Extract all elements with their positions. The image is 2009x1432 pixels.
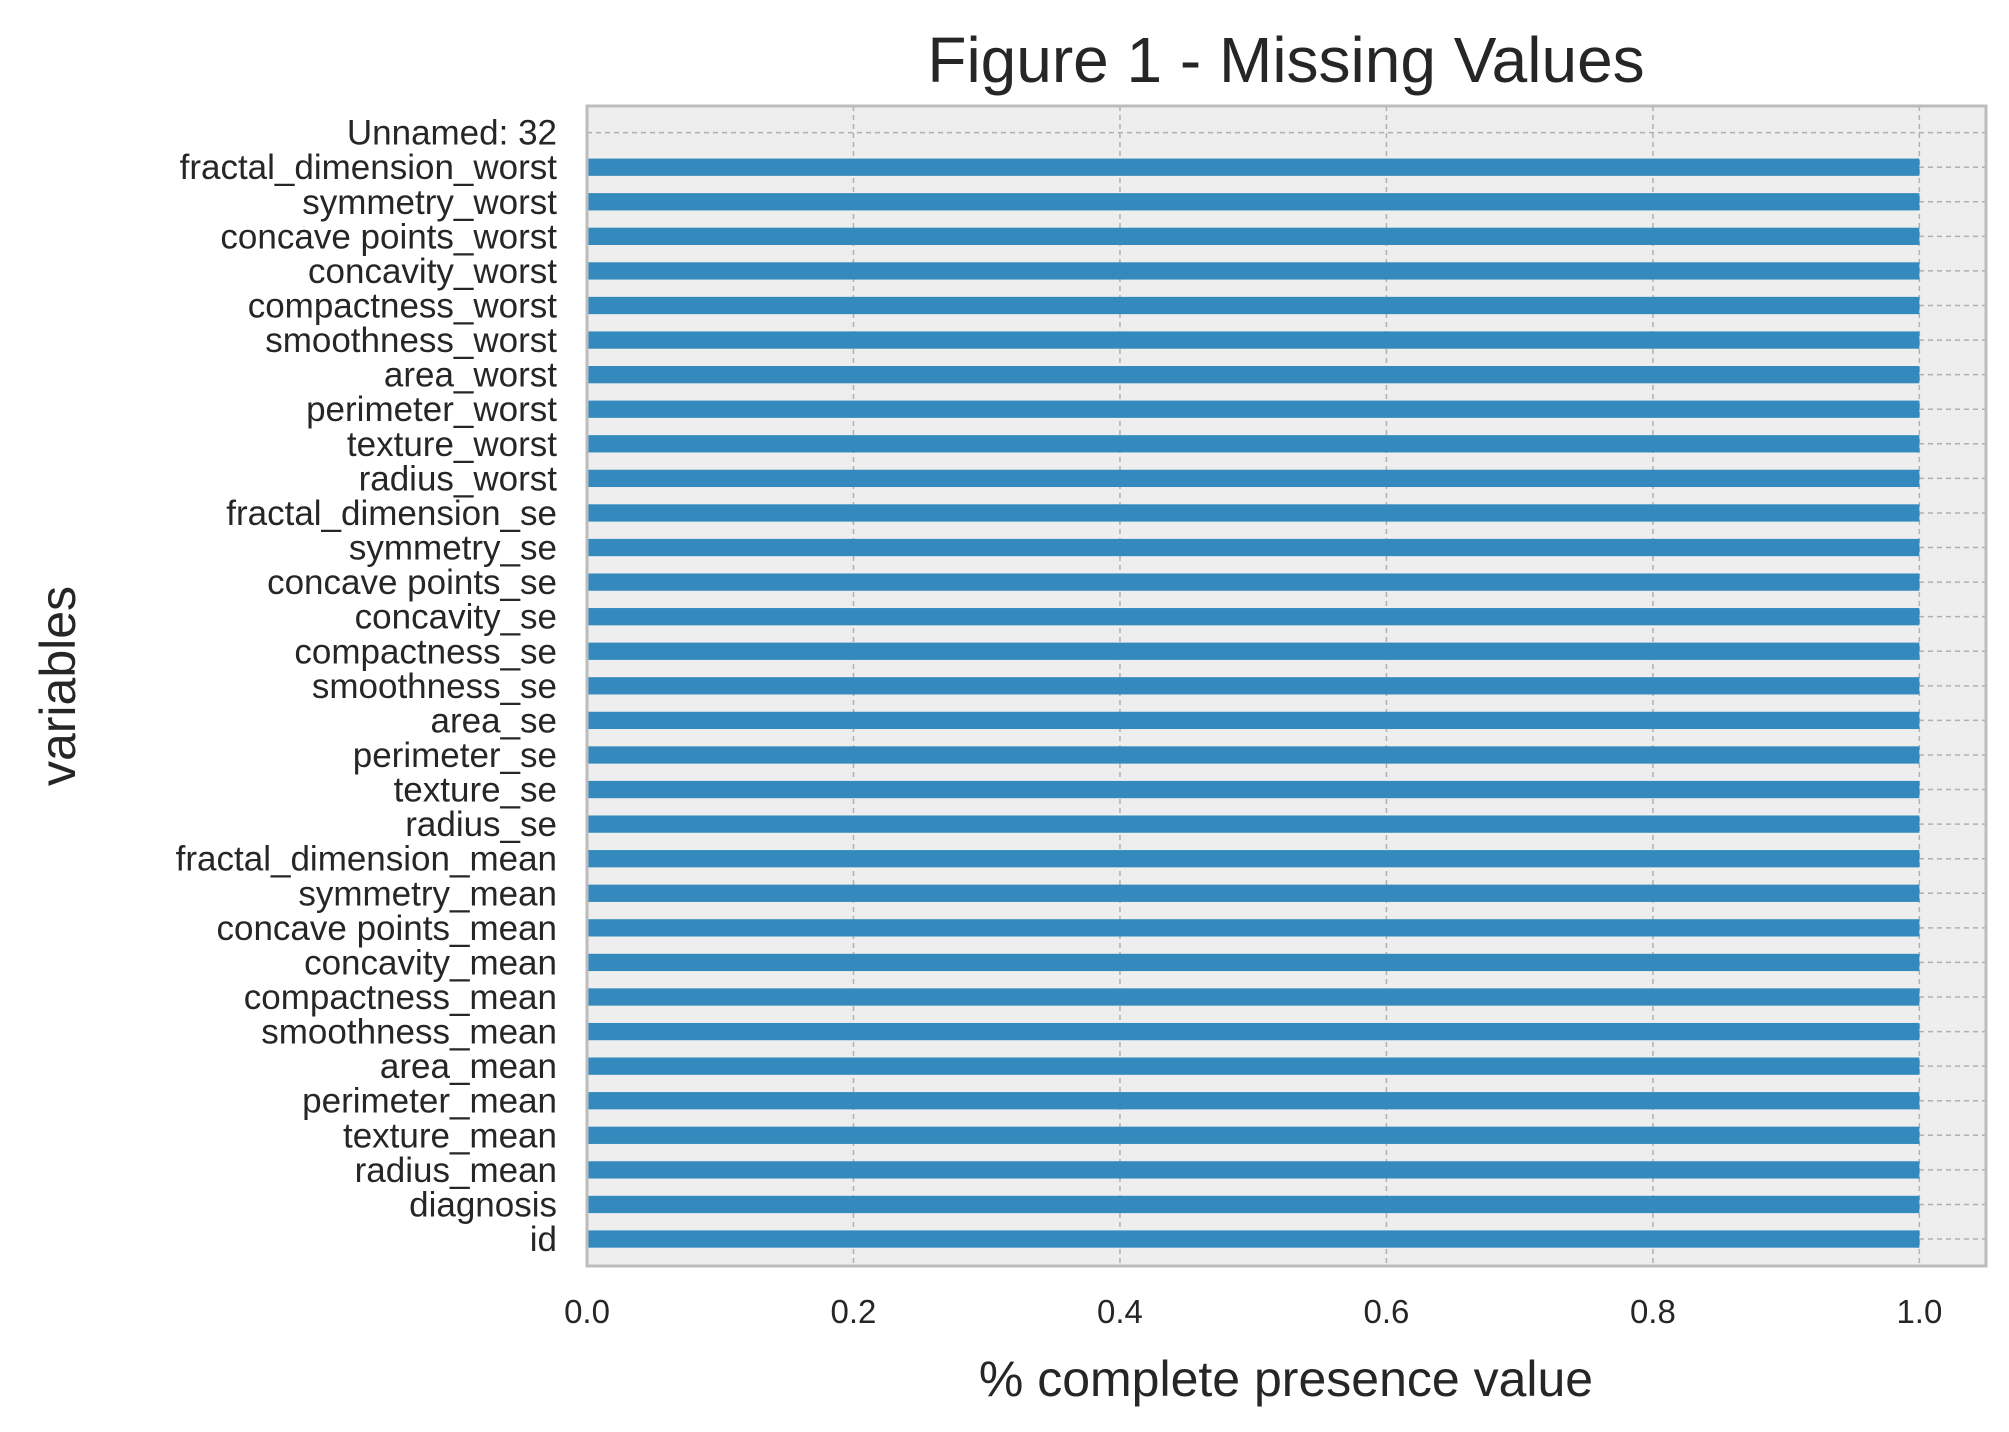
y-tick-label: perimeter_se <box>353 736 557 775</box>
bar <box>587 331 1920 349</box>
bar <box>587 1230 1920 1248</box>
y-tick-label: id <box>530 1220 557 1259</box>
y-tick-label: smoothness_worst <box>265 321 557 360</box>
bar <box>587 573 1920 591</box>
bar <box>587 1092 1920 1110</box>
y-tick-label: compactness_mean <box>244 978 557 1017</box>
bar <box>587 988 1920 1006</box>
y-tick-label: radius_mean <box>355 1151 557 1190</box>
bar <box>587 677 1920 695</box>
bar <box>587 158 1920 176</box>
bars <box>587 158 1920 1248</box>
x-tick-label: 0.2 <box>831 1293 877 1330</box>
bar <box>587 1057 1920 1075</box>
y-tick-label: concavity_se <box>355 598 557 637</box>
bar <box>587 1195 1920 1214</box>
bar <box>587 538 1920 557</box>
bar <box>587 711 1920 730</box>
y-tick-label: smoothness_se <box>312 667 557 706</box>
y-tick-label: area_worst <box>384 356 557 395</box>
bar <box>587 884 1920 902</box>
y-tick-label: area_se <box>431 701 557 740</box>
y-tick-labels: iddiagnosisradius_meantexture_meanperime… <box>176 114 558 1259</box>
x-axis-label: % complete presence value <box>979 1351 1593 1407</box>
x-tick-label: 0.6 <box>1363 1293 1409 1330</box>
y-tick-label: diagnosis <box>409 1185 557 1224</box>
y-tick-label: concave points_worst <box>220 217 557 256</box>
y-tick-label: fractal_dimension_worst <box>180 148 558 187</box>
bar <box>587 366 1920 384</box>
y-tick-label: Unnamed: 32 <box>347 114 557 153</box>
bar <box>587 780 1920 799</box>
y-tick-label: texture_worst <box>347 425 557 464</box>
bar <box>587 262 1920 280</box>
y-tick-label: symmetry_worst <box>302 183 557 222</box>
y-tick-label: symmetry_mean <box>298 874 557 913</box>
y-tick-label: radius_worst <box>359 459 558 498</box>
y-tick-label: fractal_dimension_mean <box>176 840 557 879</box>
y-tick-label: symmetry_se <box>349 529 557 568</box>
bar <box>587 746 1920 764</box>
bar <box>587 1022 1920 1041</box>
bar <box>587 815 1920 833</box>
bar <box>587 227 1920 245</box>
y-tick-label: concave points_se <box>267 563 557 602</box>
x-tick-labels: 0.0 0.2 0.4 0.6 0.8 1.0 <box>564 1293 1942 1330</box>
plot-frame <box>585 104 1988 1268</box>
y-tick-label: compactness_worst <box>248 286 558 325</box>
bar <box>587 193 1920 211</box>
chart-title: Figure 1 - Missing Values <box>927 24 1644 96</box>
y-tick-label: fractal_dimension_se <box>226 494 557 533</box>
y-tick-label: texture_se <box>394 771 557 810</box>
x-tick-label: 0.4 <box>1097 1293 1143 1330</box>
y-tick-label: radius_se <box>405 805 557 844</box>
y-tick-label: texture_mean <box>343 1116 557 1155</box>
y-axis-label: variables <box>30 586 86 786</box>
bar <box>587 435 1920 453</box>
bar <box>587 953 1920 972</box>
bar <box>587 850 1920 868</box>
bar <box>587 504 1920 522</box>
bar <box>587 919 1920 937</box>
y-tick-label: compactness_se <box>294 632 557 671</box>
bar <box>587 642 1920 660</box>
bar <box>587 400 1920 418</box>
bar <box>587 1161 1920 1179</box>
y-tick-label: concavity_mean <box>304 943 557 982</box>
x-tick-label: 1.0 <box>1896 1293 1942 1330</box>
bar <box>587 608 1920 626</box>
y-tick-label: perimeter_worst <box>306 390 557 429</box>
y-tick-label: smoothness_mean <box>261 1013 557 1052</box>
y-tick-label: concavity_worst <box>308 252 557 291</box>
x-tick-label: 0.0 <box>564 1293 610 1330</box>
bar <box>587 469 1920 488</box>
bar <box>587 1126 1920 1144</box>
bar <box>587 296 1920 315</box>
x-tick-label: 0.8 <box>1630 1293 1676 1330</box>
y-tick-label: concave points_mean <box>217 909 558 948</box>
y-tick-label: area_mean <box>380 1047 557 1086</box>
y-tick-label: perimeter_mean <box>302 1082 557 1121</box>
